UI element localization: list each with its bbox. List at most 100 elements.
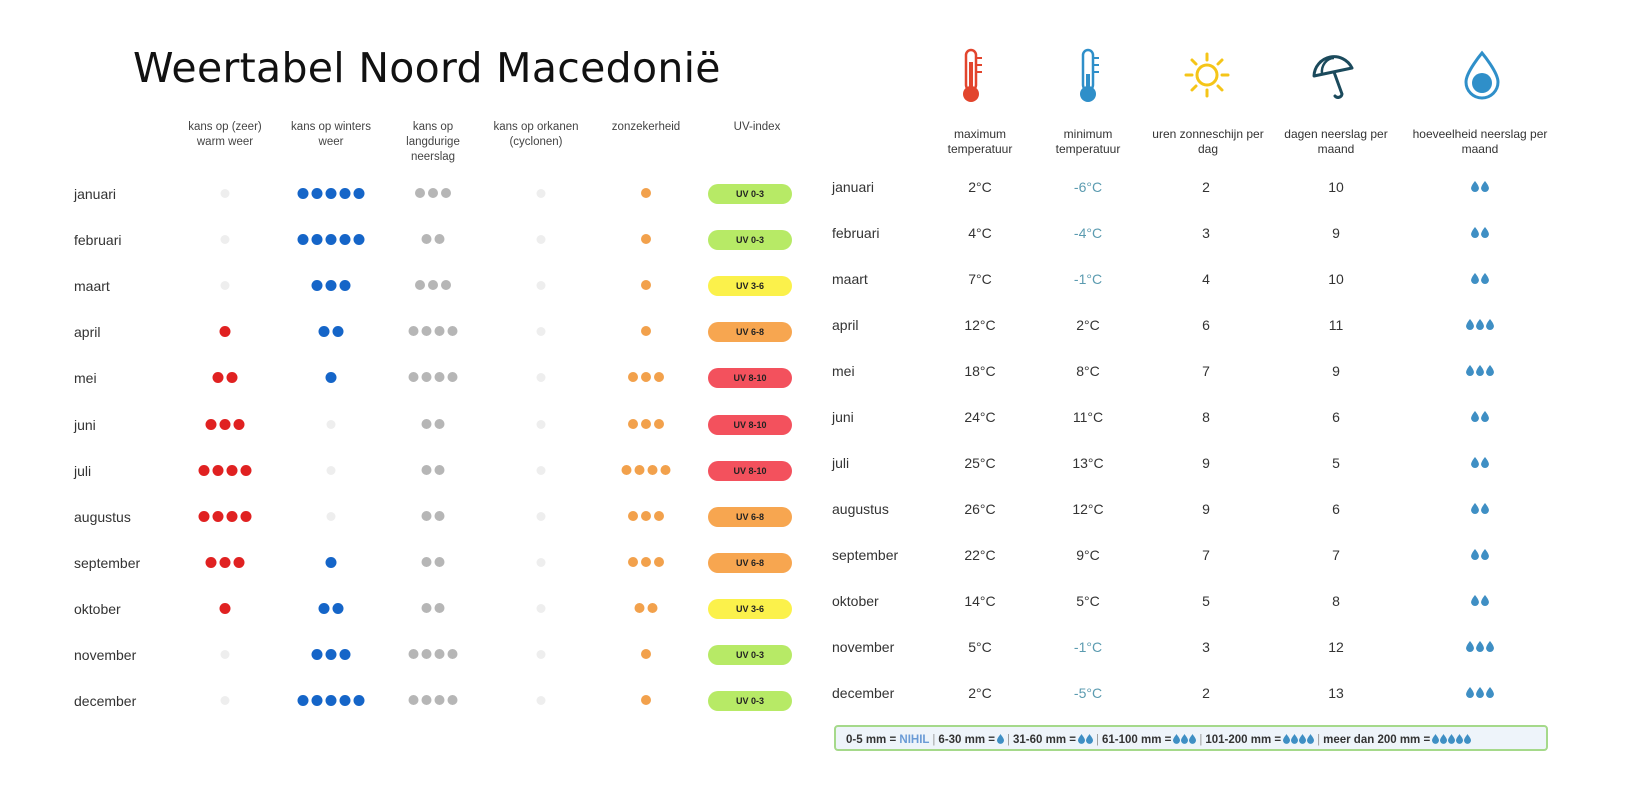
- umbrella-icon: [1308, 50, 1358, 105]
- sun-dots: [641, 649, 651, 659]
- min-temperature: 13°C: [1072, 455, 1104, 471]
- sun-hours: 9: [1202, 455, 1210, 471]
- table-row: april UV 6-8: [0, 322, 800, 368]
- raindrop-icon: [1486, 319, 1494, 330]
- raindrop-icon: [1481, 549, 1489, 560]
- raindrop-icon: [1462, 50, 1502, 107]
- table-row: december 2°C -5°C 2 13: [820, 683, 1580, 729]
- precipitation-drops: [1466, 365, 1494, 376]
- legend-separator: |: [1095, 734, 1099, 746]
- month-label: oktober: [832, 593, 879, 609]
- warm-dot: [212, 372, 224, 384]
- thermometer-min-icon: [1075, 48, 1101, 109]
- rain-dot: [434, 695, 445, 706]
- cyclone-dots: [536, 372, 546, 383]
- raindrop-icon: [1481, 273, 1489, 284]
- legend-drops: [1173, 734, 1197, 744]
- sun-hours: 3: [1202, 639, 1210, 655]
- raindrop-icon: [1181, 734, 1189, 744]
- raindrop-icon: [1486, 687, 1494, 698]
- winter-dot: [339, 188, 351, 199]
- sun-hours: 4: [1202, 271, 1210, 287]
- raindrop-icon: [1085, 734, 1093, 744]
- left-header-4: zonzekerheid: [611, 121, 681, 133]
- table-row: september 22°C 9°C 7 7: [820, 545, 1580, 591]
- raindrop-icon: [1471, 595, 1479, 606]
- left-header-3: kans op orkanen (cyclonen): [493, 121, 579, 148]
- uv-badge: UV 3-6: [708, 276, 792, 297]
- cyclone-dots: [536, 603, 546, 613]
- max-temperature: 7°C: [968, 271, 992, 287]
- winter-dot: [311, 280, 323, 292]
- rain-dots: [408, 326, 458, 337]
- rain-dots: [408, 372, 458, 383]
- uv-badge: UV 3-6: [708, 598, 792, 619]
- min-temperature: 11°C: [1072, 409, 1104, 425]
- raindrop-icon: [1189, 734, 1197, 744]
- rain-dot: [434, 464, 445, 475]
- winter-dot: [325, 556, 337, 568]
- winter-dot: [332, 326, 344, 338]
- rain-dot: [421, 234, 432, 245]
- sun-dots: [641, 188, 651, 198]
- table-row: februari 4°C -4°C 3 9: [820, 223, 1580, 269]
- table-row: september UV 6-8: [0, 552, 800, 599]
- month-label: maart: [832, 271, 868, 287]
- rain-dot: [434, 372, 445, 383]
- rain-dot: [441, 188, 451, 198]
- rain-dot: [434, 234, 445, 245]
- raindrop-icon: [1481, 227, 1489, 238]
- table-row: oktober 14°C 5°C 5 8: [820, 591, 1580, 637]
- empty-dot: [536, 603, 546, 613]
- sun-hours: 7: [1202, 363, 1210, 379]
- empty-dot: [220, 281, 230, 291]
- raindrop-icon: [1283, 734, 1291, 744]
- max-temperature: 12°C: [964, 317, 996, 333]
- rain-days: 9: [1332, 225, 1340, 241]
- raindrop-icon: [1471, 411, 1479, 422]
- table-row: januari UV 0-3: [0, 184, 800, 230]
- max-temperature: 14°C: [964, 593, 996, 609]
- precipitation-drops: [1471, 595, 1489, 606]
- sun-dot: [654, 556, 664, 567]
- winter-dot: [332, 602, 344, 614]
- table-row: maart UV 3-6: [0, 276, 800, 322]
- min-temperature: 12°C: [1072, 501, 1104, 517]
- uv-badge: UV 0-3: [708, 184, 792, 204]
- sun-dots: [628, 418, 664, 429]
- month-label: januari: [832, 179, 875, 195]
- max-temperature: 26°C: [964, 501, 996, 517]
- rain-dot: [434, 418, 445, 429]
- rain-dot: [415, 188, 425, 198]
- raindrop-icon: [1471, 181, 1479, 192]
- cyclone-dots: [536, 695, 546, 706]
- right-header-0: maximum temperatuur: [947, 127, 1013, 156]
- left-header-2: kans op langdurige neerslag: [406, 121, 460, 163]
- month-label: februari: [74, 232, 122, 249]
- month-label: mei: [832, 363, 855, 379]
- warm-dot: [205, 556, 217, 568]
- rain-dot: [421, 326, 432, 337]
- rain-days: 7: [1332, 547, 1340, 563]
- raindrop-icon: [1466, 365, 1474, 376]
- winter-dot: [311, 188, 323, 199]
- precipitation-drops: [1471, 457, 1489, 468]
- winter-dots: [325, 556, 337, 568]
- rain-dots: [421, 510, 445, 521]
- rain-dots: [415, 280, 451, 291]
- sun-hours: 9: [1202, 501, 1210, 517]
- winter-dots: [311, 649, 351, 660]
- month-label: augustus: [832, 501, 889, 517]
- empty-dot: [536, 419, 546, 429]
- winter-dot: [339, 280, 351, 292]
- uv-badge: UV 8-10: [708, 460, 792, 481]
- winter-dot: [318, 326, 330, 338]
- sun-dot: [641, 556, 651, 567]
- rain-dot: [447, 649, 458, 659]
- warm-dots: [212, 372, 238, 384]
- winter-dot: [339, 234, 351, 246]
- month-label: december: [74, 693, 137, 710]
- raindrop-icon: [1481, 503, 1489, 514]
- empty-dot: [220, 235, 230, 245]
- uv-badge: UV 6-8: [708, 322, 792, 343]
